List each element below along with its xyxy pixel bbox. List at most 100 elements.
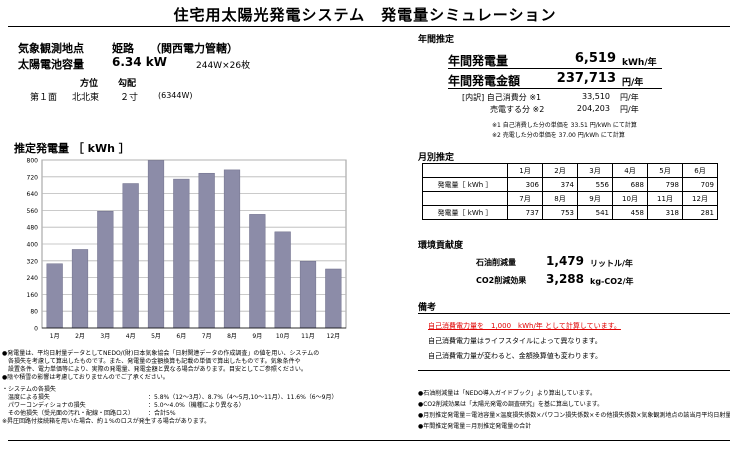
note-line: 設置条件、電力単価等により、実際の発電量、発電金額と異なる場合があります。目安と… [2,366,307,373]
month-value: 556 [577,177,613,192]
month-header: 7月 [507,191,543,206]
note-line: ●月別推定発電量＝電池容量×温度損失係数×パワコン損失係数×その他損失係数×気象… [418,412,730,419]
remarks-heading: 備考 [418,303,437,313]
monthly-header-row-b: 7月 8月 9月 10月 11月 12月 [422,191,718,206]
annual-gen-value: 6,519 [574,51,616,66]
bar [223,169,241,329]
annual-amount-unit: 円/年 [622,78,644,88]
title-divider [8,26,730,27]
orientation-row-dir: 北北東 [72,93,100,103]
month-header: 1月 [507,163,543,178]
oil-unit: リットル/年 [590,259,633,268]
x-tick-label: 5月 [151,333,161,340]
loss-value: ：合計5% [148,410,176,417]
y-tick-label: 400 [27,242,39,249]
month-header: 11月 [647,191,683,206]
footer-divider [8,440,730,441]
x-tick-label: 10月 [276,333,290,340]
y-tick-label: 800 [27,158,39,165]
bar [122,183,139,329]
co2-value: 3,288 [546,272,584,286]
y-tick-label: 160 [27,292,39,299]
self-consume-unit: 円/年 [620,93,639,102]
month-value: 281 [682,205,718,220]
y-tick-label: 560 [27,208,39,215]
bar [299,260,317,329]
month-value: 306 [507,177,543,192]
bar [147,160,165,329]
monthly-value-row-a: 発電量［ kWh ］ 306 374 556 688 798 709 [422,177,718,192]
annual-amount-label: 年間発電金額 [448,74,521,88]
self-consume-label: [内訳] 自己消費分 ※1 [462,93,542,102]
page-title: 住宅用太陽光発電システム 発電量シミュレーション [173,6,557,24]
annual-gen-label: 年間発電量 [448,54,509,68]
month-header: 12月 [682,191,718,206]
month-header: 3月 [577,163,613,178]
x-tick-label: 7月 [202,333,212,340]
month-header: 2月 [542,163,578,178]
month-value: 541 [577,205,613,220]
month-value: 753 [542,205,578,220]
monthly-value-row-b: 発電量［ kWh ］ 737 753 541 458 318 281 [422,205,718,220]
x-tick-label: 11月 [301,333,315,340]
remarks-line-3: 自己消費電力量が変わると、金額換算値も変わります。 [428,352,603,360]
month-value: 318 [647,205,683,220]
x-tick-label: 2月 [75,333,85,340]
note-line: ●年間推定発電量＝月別推定発電量の合計 [418,423,532,430]
loss-value: ：5.0～4.0%（機種により異なる） [148,402,245,409]
bar [46,263,63,329]
self-consume-value: 33,510 [582,92,610,101]
month-header: 4月 [612,163,648,178]
note-line: ●発電量は、平均日射量データとしてNEDO/(財)日本気象協会「日射関連データの… [2,350,320,357]
capacity-label: 太陽電池容量 [18,58,84,71]
loss-label: パワーコンディショナの損失 [2,402,86,409]
month-header: 10月 [612,191,648,206]
oil-label: 石油削減量 [476,258,516,267]
sell-value: 204,203 [576,104,610,113]
sell-label: 売電する分 ※2 [490,105,545,114]
monthly-header-row-a: 1月 2月 3月 4月 5月 6月 [422,163,718,178]
y-tick-label: 240 [27,275,39,282]
orientation-header-tilt: 勾配 [118,79,137,89]
remarks-bottom-divider [418,370,730,371]
unit-price-note-2: ※2 売電した分の単価を 37.00 円/kWh にて計算 [492,132,625,139]
annual-heading: 年間推定 [418,35,455,45]
note-line: ※昇圧回路付接続箱を用いた場合、約１%のロスが発生する場合があります。 [2,418,211,425]
remarks-line-2: 自己消費電力量はライフスタイルによって異なります。 [428,337,602,345]
bar [274,231,291,329]
env-heading: 環境貢献度 [418,241,464,251]
monthly-generation-chart: 0 80 160 240 320 400 480 560 640 720 800 1月 2月 3月 4月 5月… [27,158,347,340]
month-value: 374 [542,177,578,192]
x-tick-label: 3月 [100,333,110,340]
row-label: 発電量［ kWh ］ [422,177,508,192]
annual-gen-unit: kWh/年 [622,58,657,68]
y-tick-label: 320 [27,258,39,265]
y-tick-label: 480 [27,225,39,232]
month-header: 5月 [647,163,683,178]
month-header: 9月 [577,191,613,206]
annual-amount-value: 237,713 [556,71,616,86]
month-value: 798 [647,177,683,192]
note-line: 各損失を考慮して算出したものです。また、発電量の金額換算も記載の単価で算出したも… [2,358,301,365]
co2-unit: kg-CO2/年 [590,277,634,286]
note-line: ●石油削減量は「NEDO導入ガイドブック」より算出しています。 [418,390,596,397]
orientation-row-tilt: ２寸 [120,93,139,103]
orientation-header-dir: 方位 [80,79,99,89]
table-corner [422,191,508,206]
location-company: （関西電力管轄） [150,42,238,55]
x-tick-label: 6月 [176,333,186,340]
remarks-highlight: 自己消費電力量を 1,000 kWh/年 として計算しています。 [428,322,621,330]
co2-label: CO2削減効果 [476,276,527,285]
monthly-heading: 月別推定 [418,153,455,163]
month-header: 8月 [542,191,578,206]
note-line: ●陰や積雪の影響は考慮しておりませんのでご了承ください。 [2,374,169,381]
capacity-value: 6.34 kW [112,55,168,69]
y-tick-label: 720 [27,174,39,181]
annual-amount-underline [448,88,662,89]
row-label: 発電量［ kWh ］ [422,205,508,220]
bar [249,214,266,329]
x-tick-label: 1月 [50,333,60,340]
y-tick-label: 0 [34,326,38,333]
loss-value: ：5.8%（12～3月）、8.7%（4～5月,10～11月）、11.6%（6～9… [148,394,338,401]
x-tick-label: 8月 [227,333,237,340]
